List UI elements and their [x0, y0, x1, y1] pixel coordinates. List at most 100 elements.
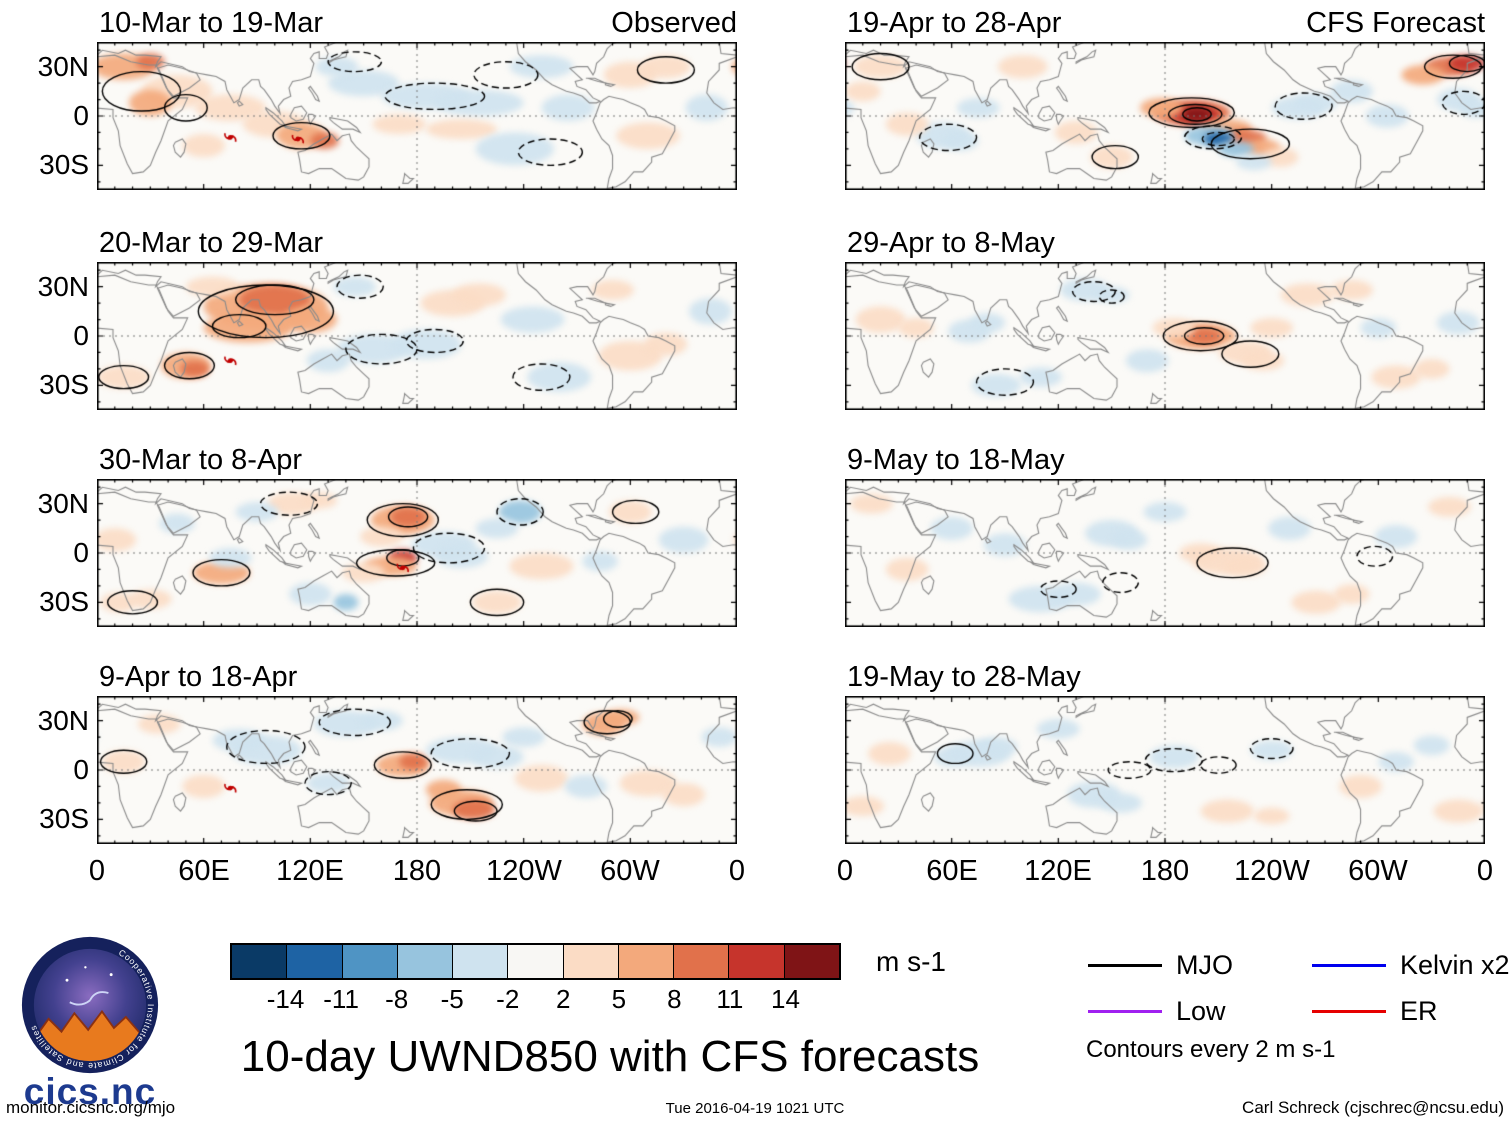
panel-title: 19-Apr to 28-Apr: [847, 7, 1062, 39]
x-tick: 0: [836, 855, 854, 887]
colorbar-tick-label: -2: [496, 984, 520, 1014]
colorbar-cell: [729, 945, 785, 978]
colorbar-tick-label: -8: [385, 984, 409, 1014]
x-axis-forecast: 0 60E 120E 180 120W 60W 0: [837, 849, 1493, 887]
panel-title: 9-Apr to 18-Apr: [99, 661, 298, 693]
map-panel-6: 29-Apr to 8-May: [845, 227, 1485, 410]
footer-url: monitor.cicsnc.org/mjo: [6, 1098, 176, 1117]
map-canvas-5: [845, 42, 1485, 190]
y-tick-30s: 30S: [39, 803, 89, 834]
map-panel-1: 10-Mar to 19-Mar Observed 30N 0 30S: [38, 7, 737, 190]
colorbar-tick-label: -11: [323, 984, 359, 1014]
x-tick: 120W: [1234, 855, 1310, 887]
panel-title: 29-Apr to 8-May: [847, 227, 1055, 259]
colorbar-cell: [397, 945, 454, 978]
panel-title: 10-Mar to 19-Mar: [99, 7, 324, 39]
legend-note: Contours every 2 m s-1: [1086, 1036, 1336, 1063]
y-tick-eq: 0: [73, 537, 89, 568]
er-line-swatch: [1312, 1010, 1386, 1013]
column-label-cfs-forecast: CFS Forecast: [1306, 7, 1485, 39]
y-tick-eq: 0: [73, 100, 89, 131]
x-tick: 60W: [600, 855, 660, 887]
legend-label-kelvin: Kelvin x2: [1400, 950, 1510, 980]
y-tick-30n: 30N: [37, 51, 89, 82]
map-panel-2: 20-Mar to 29-Mar 30N 0 30S: [38, 227, 737, 410]
panel-title: 9-May to 18-May: [847, 444, 1065, 476]
x-tick: 120E: [1024, 855, 1092, 887]
y-tick-30n: 30N: [37, 271, 89, 302]
map-canvas-4: [97, 696, 737, 844]
legend-item-mjo: MJO: [1088, 950, 1233, 981]
colorbar-cell: [784, 945, 839, 978]
legend-item-er: ER: [1312, 996, 1438, 1027]
x-tick: 120E: [276, 855, 344, 887]
map-canvas-1: [97, 42, 737, 190]
colorbar-ticks: -14 -11 -8 -5 -2 2 5 8 11 14: [230, 980, 841, 1014]
legend-label-low: Low: [1176, 996, 1226, 1026]
x-axis-observed: 0 60E 120E 180 120W 60W 0: [89, 849, 745, 887]
y-tick-30s: 30S: [39, 149, 89, 180]
colorbar-tick-label: 14: [770, 984, 800, 1014]
colorbar-cells: [230, 943, 841, 980]
x-tick: 60E: [178, 855, 230, 887]
low-line-swatch: [1088, 1010, 1162, 1013]
y-tick-30n: 30N: [37, 705, 89, 736]
x-tick: 120W: [486, 855, 562, 887]
legend-item-kelvin: Kelvin x2: [1312, 950, 1510, 981]
logo-star: [109, 973, 113, 977]
colorbar-unit: m s-1: [876, 946, 946, 977]
y-tick-30s: 30S: [39, 369, 89, 400]
colorbar-cell: [508, 945, 564, 978]
map-canvas-3: [97, 479, 737, 627]
logo-star: [65, 978, 69, 982]
legend-label-mjo: MJO: [1176, 950, 1233, 980]
colorbar-tick-label: 5: [611, 984, 627, 1014]
map-canvas-8: [845, 696, 1485, 844]
footer-author: Carl Schreck (cjschrec@ncsu.edu): [1242, 1098, 1504, 1117]
colorbar: -14 -11 -8 -5 -2 2 5 8 11 14 m s-1: [230, 943, 990, 1015]
colorbar-cell: [674, 945, 730, 978]
logo-mountains: [33, 1009, 147, 1062]
colorbar-cell: [232, 945, 288, 978]
cics-logo-image: Cooperative Institute for Climate and Sa…: [21, 936, 159, 1074]
map-panel-4: 9-Apr to 18-Apr 30N 0 30S: [38, 661, 737, 844]
legend-label-er: ER: [1400, 996, 1438, 1026]
y-tick-30s: 30S: [39, 586, 89, 617]
panel-title: 19-May to 28-May: [847, 661, 1081, 693]
colorbar-cell: [618, 945, 675, 978]
y-tick-eq: 0: [73, 754, 89, 785]
colorbar-tick-label: -5: [440, 984, 464, 1014]
logo-star: [84, 966, 87, 969]
panel-title: 20-Mar to 29-Mar: [99, 227, 324, 259]
cics-logo-text: cics.nc: [23, 1071, 157, 1112]
colorbar-cell: [563, 945, 619, 978]
x-tick: 0: [1476, 855, 1494, 887]
kelvin-line-swatch: [1312, 964, 1386, 967]
x-tick: 0: [88, 855, 106, 887]
map-canvas-2: [97, 262, 737, 410]
map-canvas-6: [845, 262, 1485, 410]
mjo-line-swatch: [1088, 964, 1162, 967]
map-panel-5: 19-Apr to 28-Apr CFS Forecast: [845, 7, 1485, 190]
map-canvas-7: [845, 479, 1485, 627]
map-panel-8: 19-May to 28-May: [845, 661, 1485, 844]
y-tick-eq: 0: [73, 320, 89, 351]
map-panel-7: 9-May to 18-May: [845, 444, 1485, 627]
column-label-observed: Observed: [611, 7, 737, 39]
colorbar-tick-label: 2: [556, 984, 571, 1014]
colorbar-cell: [453, 945, 509, 978]
cics-logo: Cooperative Institute for Climate and Sa…: [10, 936, 170, 1113]
x-tick: 180: [392, 855, 442, 887]
colorbar-tick-label: 8: [667, 984, 682, 1014]
colorbar-tick-label: -14: [266, 984, 305, 1014]
panel-title: 30-Mar to 8-Apr: [99, 444, 303, 476]
colorbar-tick-label: 11: [716, 984, 744, 1014]
logo-spiral: [69, 991, 109, 1006]
colorbar-cell: [342, 945, 398, 978]
x-tick: 180: [1140, 855, 1190, 887]
x-tick: 60E: [926, 855, 978, 887]
y-tick-30n: 30N: [37, 488, 89, 519]
x-tick: 0: [728, 855, 746, 887]
x-tick: 60W: [1348, 855, 1408, 887]
